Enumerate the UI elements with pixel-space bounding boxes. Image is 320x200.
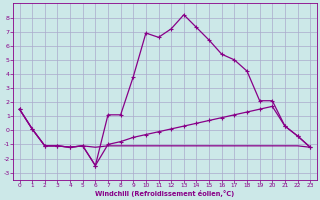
X-axis label: Windchill (Refroidissement éolien,°C): Windchill (Refroidissement éolien,°C) (95, 190, 235, 197)
